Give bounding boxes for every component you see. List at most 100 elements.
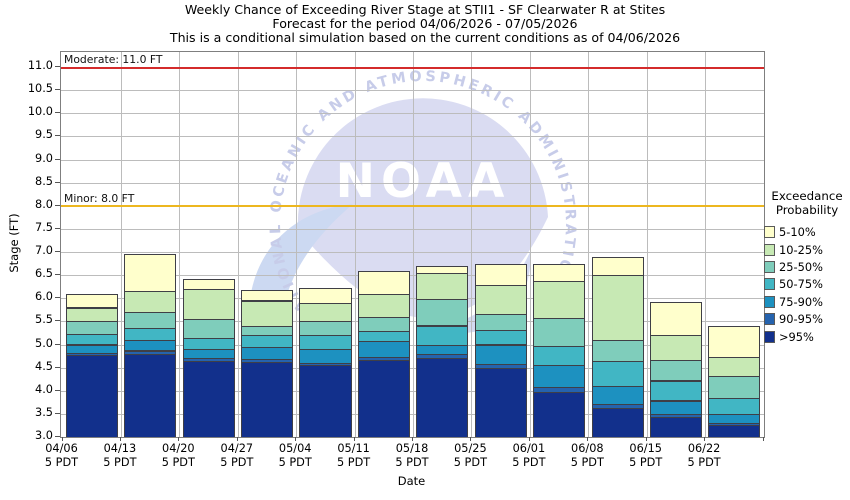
x-tick-date: 05/11 (337, 442, 370, 455)
bar-segment-7590 (474, 344, 527, 366)
bar-segment-510 (241, 289, 294, 302)
bar-segment-2550 (416, 298, 469, 327)
threshold-line-moderate (61, 66, 764, 69)
y-tick-label: 10.0 (27, 105, 53, 119)
y-tick-label: 7.0 (35, 244, 53, 257)
y-tick-label: 5.0 (35, 336, 53, 350)
bar-segment-1025 (708, 357, 761, 378)
bar-segment-1025 (591, 274, 644, 342)
x-tick-date: 04/20 (162, 442, 195, 455)
bar-segment-7590 (416, 345, 469, 355)
y-tick-label: 8.5 (35, 174, 53, 188)
bar-segment-5075 (357, 330, 410, 342)
gridline-vertical (705, 52, 707, 437)
legend-label: 75-90% (779, 294, 823, 309)
y-tick-label: 7.5 (35, 220, 53, 234)
x-tick-mark (587, 437, 589, 441)
threshold-label-minor: Minor: 8.0 FT (64, 191, 135, 205)
bar-segment-5075 (124, 328, 177, 341)
bar-segment-510 (533, 263, 586, 283)
chart-title-line2: Forecast for the period 04/06/2026 - 07/… (272, 16, 578, 32)
y-tick-label: 5.5 (35, 313, 53, 327)
gridline-horizontal (61, 413, 764, 415)
x-tick-date: 06/08 (571, 442, 604, 455)
x-tick-label: 06/08 5 PDT (558, 442, 616, 469)
y-tick-mark (55, 366, 60, 368)
y-tick-mark (55, 251, 60, 252)
x-tick-label: 06/22 5 PDT (675, 442, 733, 469)
bar-segment-95 (299, 365, 352, 437)
gridline-vertical (529, 52, 531, 437)
y-tick-label: 9.5 (35, 128, 53, 142)
bar-segment-95 (649, 416, 703, 437)
y-tick-mark (55, 274, 60, 276)
bar-segment-2550 (708, 376, 761, 400)
x-tick-time: 5 PDT (453, 455, 487, 469)
gridline-horizontal (61, 367, 764, 369)
gridline-horizontal (61, 321, 764, 323)
bar-segment-95 (708, 425, 761, 437)
bar-segment-1025 (649, 335, 703, 362)
legend-swatch-icon (764, 226, 775, 239)
x-tick-time: 5 PDT (687, 455, 721, 469)
x-tick-label: 05/25 5 PDT (441, 442, 499, 469)
gridline-vertical (120, 52, 122, 437)
gridline-horizontal (61, 298, 764, 300)
y-tick-mark (55, 66, 60, 67)
x-tick-time: 5 PDT (629, 455, 663, 469)
x-tick-mark (353, 437, 355, 441)
legend-entry: 10-25% (764, 241, 850, 258)
bar-segment-1025 (416, 272, 469, 300)
y-tick-label: 4.5 (35, 359, 53, 373)
chart-titles: Weekly Chance of Exceeding River Stage a… (0, 2, 850, 46)
chart-title-line3: This is a conditional simulation based o… (169, 30, 681, 46)
y-tick-label: 11.0 (27, 59, 53, 72)
chart-title-line1: Weekly Chance of Exceeding River Stage a… (184, 2, 666, 17)
gridline-horizontal (61, 275, 764, 277)
y-tick-label: 8.0 (35, 197, 53, 211)
noaa-emblem-dome (297, 98, 548, 319)
legend-label: 90-95% (779, 312, 823, 327)
bar-segment-510 (416, 266, 469, 274)
x-tick-label: 06/01 5 PDT (500, 442, 558, 469)
bar-segment-2550 (533, 317, 586, 348)
y-tick-label: 10.5 (27, 82, 53, 96)
legend-swatch-icon (764, 313, 775, 326)
y-tick-label: 6.5 (35, 267, 53, 281)
noaa-watermark-logo: NATIONAL OCEANIC AND ATMOSPHERIC ADMINIS… (251, 69, 575, 334)
gridline-vertical (413, 52, 414, 437)
bar-segment-95 (65, 355, 118, 437)
y-tick-mark (55, 135, 60, 137)
x-tick-label: 05/18 5 PDT (383, 442, 441, 469)
x-tick-time: 5 PDT (161, 455, 195, 469)
y-tick-mark (55, 158, 60, 160)
y-axis-title: Stage (FT) (7, 213, 21, 273)
bar-segment-5075 (533, 346, 586, 367)
y-tick-mark (55, 436, 60, 437)
bar-segment-5075 (241, 335, 294, 348)
y-tick-mark (55, 297, 60, 299)
bar-segment-2550 (65, 321, 118, 335)
y-tick-mark (55, 389, 60, 391)
bar-segment-5075 (299, 335, 352, 351)
legend-entry: 90-95% (764, 311, 850, 328)
x-tick-mark (762, 437, 764, 441)
x-tick-mark (178, 437, 180, 441)
legend-label: >95% (779, 329, 814, 344)
bar-segment-95 (357, 360, 410, 437)
gridline-vertical (471, 52, 473, 437)
y-tick-mark (55, 412, 60, 414)
bar-segment-510 (357, 271, 410, 295)
legend-label: 25-50% (779, 260, 823, 275)
legend-entry: 75-90% (764, 293, 850, 310)
y-tick-mark (55, 89, 60, 91)
legend: Exceedance Probability 5-10% 10-25% 25-50%… (764, 189, 850, 345)
bar-segment-5075 (416, 325, 469, 347)
x-tick-date: 05/25 (454, 442, 487, 455)
gridline-vertical (296, 52, 298, 437)
gridline-horizontal (61, 228, 764, 230)
legend-swatch-icon (764, 295, 775, 308)
bar-segment-510 (474, 264, 527, 287)
legend-entry: 5-10% (764, 224, 850, 241)
